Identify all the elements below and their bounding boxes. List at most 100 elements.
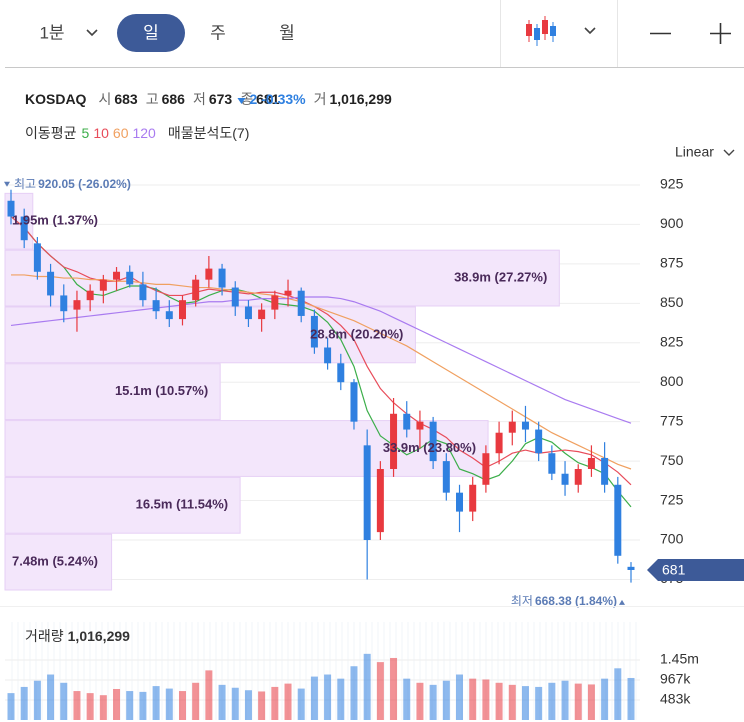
low-marker xyxy=(619,599,625,605)
candle-body xyxy=(442,461,450,493)
low-label-value: 668.38 (1.84%) xyxy=(535,594,617,608)
interval-tab[interactable]: 주 xyxy=(210,23,226,42)
high-marker xyxy=(4,181,10,187)
y-tick-label: 725 xyxy=(660,491,684,507)
y-tick-label: 875 xyxy=(660,255,684,271)
candle-body xyxy=(244,306,252,320)
plot: 6757007257507758008258508759009251.95m (… xyxy=(0,176,744,720)
volume-bar xyxy=(165,688,173,720)
quote-value: 681 xyxy=(256,91,280,107)
scale-dropdown[interactable] xyxy=(723,149,735,156)
chart-type-dropdown[interactable] xyxy=(584,27,596,35)
profile-bar xyxy=(4,533,113,591)
candle-body xyxy=(192,279,200,301)
volume-tick-label: 1.45m xyxy=(660,651,699,667)
candle-body xyxy=(456,492,464,512)
ma-line xyxy=(10,296,632,424)
candle-body xyxy=(139,284,147,301)
candle-body xyxy=(47,271,55,296)
interval-tab[interactable]: 월 xyxy=(279,23,295,42)
quote-volume: 1,016,299 xyxy=(330,91,392,107)
high-label-title: 최고 xyxy=(14,177,36,191)
candle-body xyxy=(258,309,266,320)
profile-label: 7.48m (5.24%) xyxy=(12,554,98,569)
volume-bar xyxy=(33,680,41,720)
candle-body xyxy=(99,279,107,291)
candle-body xyxy=(284,290,292,296)
candle-body xyxy=(535,429,543,454)
candle-body xyxy=(548,453,556,474)
ma-line xyxy=(10,216,632,508)
interval-tab[interactable]: 일 xyxy=(143,23,159,42)
ma-line xyxy=(11,274,632,470)
candle-body xyxy=(271,295,279,310)
candle-body xyxy=(60,295,68,312)
candle-body xyxy=(113,271,121,280)
volume-bar xyxy=(126,691,134,720)
profile-bar xyxy=(4,420,489,477)
y-tick-label: 800 xyxy=(660,373,684,389)
candle-body xyxy=(33,243,41,272)
candle-body xyxy=(376,469,384,533)
candle-body xyxy=(482,453,490,485)
volume-bar xyxy=(205,670,213,720)
volume-bar xyxy=(574,683,582,720)
volume-bar xyxy=(601,678,609,720)
candle-body xyxy=(165,311,173,320)
scale-selector[interactable]: Linear xyxy=(675,144,714,160)
interval-tab[interactable]: 1분 xyxy=(39,23,64,42)
y-tick-label: 925 xyxy=(660,176,684,192)
candle-body xyxy=(521,421,529,430)
profile-bar xyxy=(4,476,241,534)
ma-legend: 120 xyxy=(132,125,156,141)
volume-bar xyxy=(548,682,556,720)
candle-body xyxy=(627,566,635,570)
candle-body xyxy=(574,469,582,485)
low-label: 최저 668.38 (1.84%) xyxy=(511,594,617,608)
volume-tick-label: 967k xyxy=(660,671,691,687)
volume-bar xyxy=(297,688,305,720)
volume-bar xyxy=(456,674,464,720)
volume-bar xyxy=(258,691,266,720)
candle-body xyxy=(508,421,516,433)
y-tick-label: 900 xyxy=(660,215,684,231)
volume-bar xyxy=(350,666,358,720)
profile-label: 1.95m (1.37%) xyxy=(12,213,98,228)
candle-body xyxy=(7,200,15,217)
high-label-value: 920.05 (-26.02%) xyxy=(38,177,131,191)
candle-body xyxy=(20,216,28,241)
chart-type-button[interactable] xyxy=(526,16,556,46)
candle-body xyxy=(152,300,160,312)
volume-bar xyxy=(561,680,569,720)
quote-value: 683 xyxy=(114,91,138,107)
selected-pill xyxy=(117,14,185,52)
volume-bar xyxy=(231,687,239,720)
candle-body xyxy=(178,300,186,320)
candle-body xyxy=(601,457,609,485)
volume-bar xyxy=(363,653,371,720)
volume-bar xyxy=(495,682,503,720)
zoom-in-button[interactable] xyxy=(710,23,731,44)
volume-bar xyxy=(178,691,186,720)
quote-label: 종 xyxy=(240,91,253,107)
volume-bar xyxy=(192,682,200,720)
profile-label: 33.9m (23.80%) xyxy=(383,440,476,455)
change-arrow xyxy=(237,98,246,104)
quote-label: 저 xyxy=(193,91,206,107)
volume-bar xyxy=(73,691,81,720)
volume-bar xyxy=(20,686,28,720)
profile-label: 28.8m (20.20%) xyxy=(310,326,403,341)
volume-bar xyxy=(508,684,516,720)
volume-bar xyxy=(521,686,529,720)
volume-bar xyxy=(376,662,384,720)
candle-body xyxy=(297,290,305,316)
quote-line: KOSDAQ 시 683 고 686 저 673 종 681 xyxy=(25,91,280,107)
change: 2 xyxy=(249,91,257,107)
interval-dropdown[interactable] xyxy=(86,29,98,37)
volume-bar xyxy=(390,657,398,720)
quote-label: 시 xyxy=(98,91,111,107)
volume-bar xyxy=(113,688,121,720)
candle-body xyxy=(337,363,345,383)
candle-body xyxy=(205,268,213,280)
